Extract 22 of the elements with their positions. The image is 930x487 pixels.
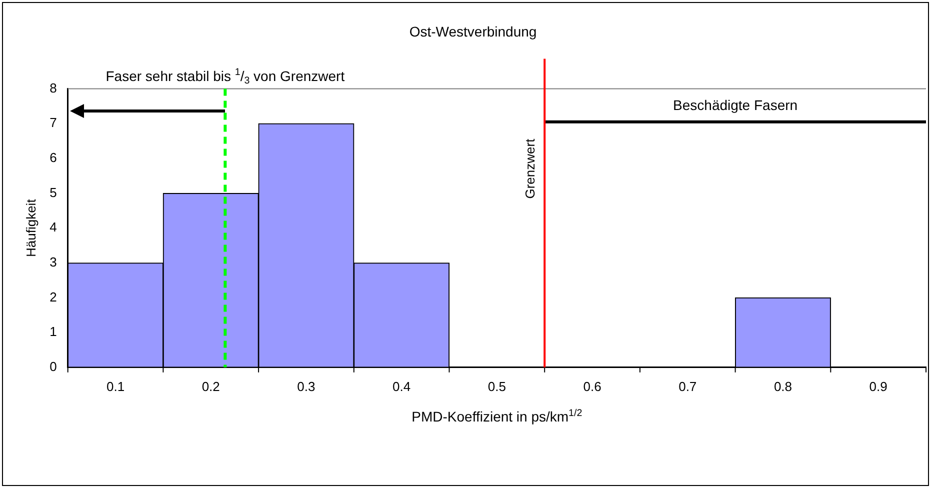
- series-label: Beschädigte Fasern: [673, 96, 798, 113]
- y-tick-label: 1: [50, 324, 57, 340]
- x-tick-label: 0.5: [488, 378, 506, 394]
- y-tick-label: 2: [50, 289, 57, 304]
- y-tick-label: 6: [50, 150, 57, 166]
- y-tick-label: 4: [50, 220, 57, 235]
- x-tick-label: 0.2: [202, 378, 220, 394]
- x-tick-label: 0.8: [774, 378, 792, 394]
- x-tick-label: 0.3: [297, 378, 316, 394]
- y-axis-title: Häufigkeit: [23, 198, 38, 258]
- x-tick-label: 0.9: [869, 378, 888, 394]
- x-tick-label: 0.1: [106, 378, 125, 394]
- x-tick-label: 0.7: [678, 378, 697, 394]
- chart-title: Ost-Westverbindung: [409, 23, 537, 40]
- x-tick-label: 0.6: [583, 378, 602, 394]
- y-tick-label: 8: [50, 80, 57, 96]
- y-tick-label: 7: [50, 115, 57, 130]
- y-tick-label: 5: [50, 184, 57, 200]
- x-tick-label: 0.4: [392, 378, 411, 394]
- y-tick-label: 0: [50, 358, 57, 374]
- ref-line-label: Grenzwert: [522, 138, 538, 199]
- y-tick-label: 3: [50, 254, 57, 270]
